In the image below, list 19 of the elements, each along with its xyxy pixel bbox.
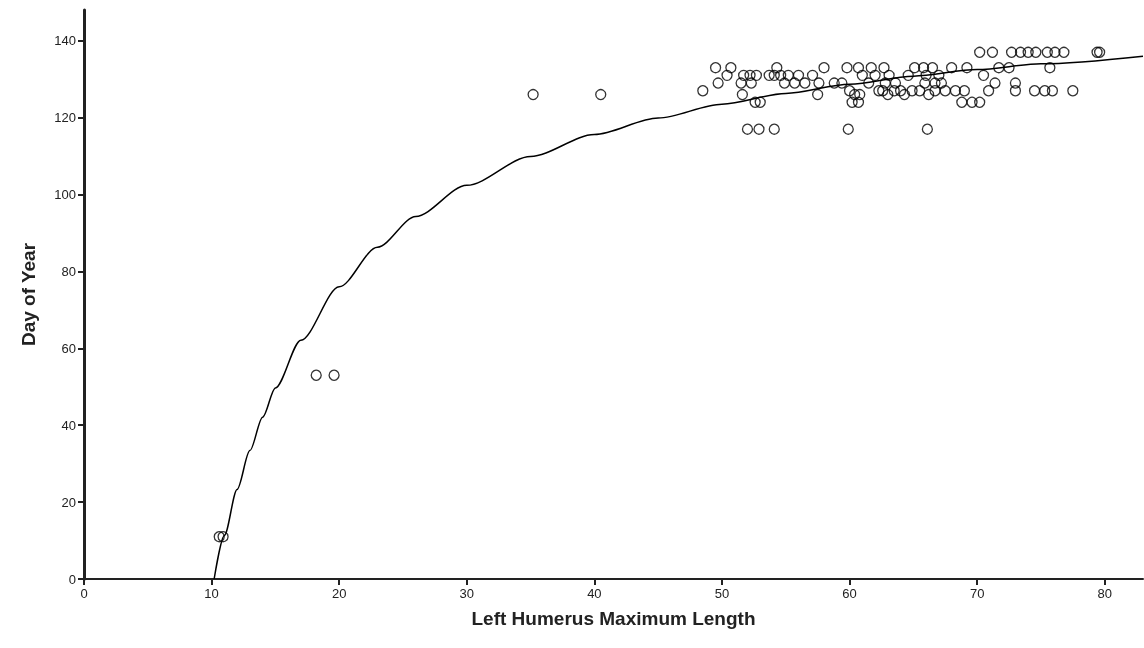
x-tick-label: 70 [969,586,985,601]
x-tick-label: 20 [331,586,347,601]
x-tick-label: 80 [1097,586,1112,601]
y-tick-label: 40 [61,417,76,433]
x-tick-label: 50 [714,586,730,601]
x-tick-label: 40 [587,586,602,601]
x-tick-label: 60 [842,586,857,601]
y-tick-label: 140 [54,33,76,49]
x-axis-title: Left Humerus Maximum Length [471,608,756,629]
x-tick-label: 30 [459,586,475,601]
y-tick-label: 120 [54,110,76,126]
y-axis-title: Day of Year [18,242,39,347]
y-tick-label: 80 [61,263,76,279]
x-tick-label: 0 [80,586,88,601]
y-tick-label: 20 [61,494,76,510]
y-tick-label: 100 [54,187,76,203]
x-tick-label: 10 [204,586,219,601]
y-tick-label: 0 [68,571,76,587]
y-tick-label: 60 [61,340,76,356]
